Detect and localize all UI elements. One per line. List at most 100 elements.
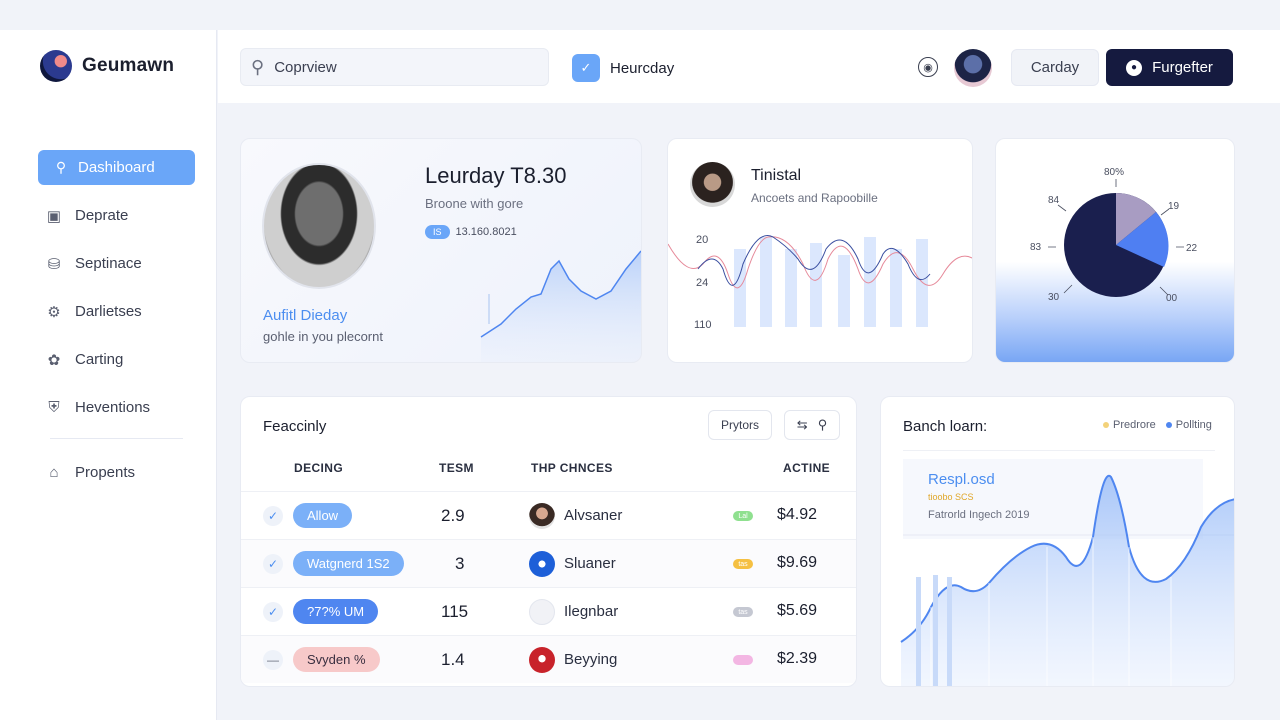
avatar	[529, 599, 555, 625]
axis-label-20: 20	[696, 234, 708, 246]
stats-title: Tinistal	[751, 167, 802, 184]
sidebar-item-heventions[interactable]: ⛨ Heventions	[38, 390, 195, 425]
sidebar-item-label: Heventions	[75, 399, 151, 416]
row-value: 1.4	[441, 650, 465, 669]
column-header[interactable]: THP CHNCES	[531, 461, 613, 475]
status-badge: ?7?% UM	[293, 599, 379, 624]
pie-label-right: 22	[1186, 243, 1198, 254]
amount: $5.69	[777, 602, 818, 619]
settings-icon: ⚙	[47, 303, 61, 321]
carday-button[interactable]: Carday	[1011, 49, 1099, 86]
area-chart	[900, 459, 1234, 686]
sidebar-item-label: Propents	[75, 464, 136, 481]
stats-bar-line-chart: 20 24 110	[668, 234, 972, 331]
sidebar-item-dashboard[interactable]: ⚲ Dashiboard	[38, 150, 195, 185]
table-row[interactable]: ✓ Watgnerd 1S2 3 Sluaner tas $9.69	[241, 539, 856, 587]
check-icon[interactable]: ✓	[263, 602, 283, 622]
row-value: 2.9	[441, 506, 465, 525]
swap-icon[interactable]: ⇆	[796, 417, 808, 432]
avatar	[529, 647, 555, 673]
user-name: Ilegnbar	[564, 603, 619, 620]
pie-label-right-bottom: 00	[1166, 293, 1178, 304]
sidebar-item-propents[interactable]: ⌂ Propents	[38, 455, 195, 490]
amount: $9.69	[777, 554, 818, 571]
avatar	[529, 551, 555, 577]
app-name: Geumawn	[82, 55, 175, 76]
table-row[interactable]: — Svyden % 1.4 Beyying $2.39	[241, 635, 856, 683]
axis-label-110: 110	[694, 319, 712, 331]
table-title: Feaccinly	[263, 418, 327, 435]
sidebar-item-darlietses[interactable]: ⚙ Darlietses	[38, 294, 195, 329]
legend-dot	[1103, 422, 1109, 428]
profile-title: Leurday T8.30	[425, 163, 567, 188]
pie-label-left-bottom: 30	[1048, 292, 1060, 303]
area-bars	[916, 575, 952, 686]
stats-subtitle: Ancoets and Rapoobille	[751, 191, 878, 205]
table-tools[interactable]: ⇆ ⚲	[784, 410, 840, 440]
sidebar-item-carting[interactable]: ✿ Carting	[38, 342, 195, 377]
check-icon[interactable]: ✓	[263, 554, 283, 574]
sidebar-item-label: Septinace	[75, 255, 142, 272]
bar	[734, 249, 746, 327]
search-icon: ⚲	[251, 56, 265, 77]
mini-badge: tas	[733, 607, 753, 617]
check-icon[interactable]: ✓	[263, 506, 283, 526]
legend-item[interactable]: Predrore	[1103, 419, 1156, 431]
primary-button[interactable]: ● Furgefter	[1106, 49, 1233, 86]
search-icon: ⚲	[55, 159, 67, 175]
user-name: Alvsaner	[564, 507, 623, 524]
column-header[interactable]: DECING	[294, 461, 344, 475]
topbar: ⚲ ✓ Heurcday ◉ Carday ● Furgefter	[218, 30, 1280, 103]
annotation-title: Respl.osd	[928, 471, 995, 488]
table-row[interactable]: ✓ Allow 2.9 Alvsaner Lal $4.92	[241, 491, 856, 539]
profile-meta-tag: IS	[425, 225, 450, 239]
legend-item[interactable]: Pollting	[1165, 419, 1212, 431]
profile-meta: IS 13.160.8021	[425, 225, 517, 239]
user-name: Sluaner	[564, 555, 616, 572]
notification-icon[interactable]: ◉	[918, 57, 938, 77]
search-input[interactable]	[274, 58, 515, 76]
column-header[interactable]: ACTINE	[783, 461, 831, 475]
minus-icon[interactable]: —	[263, 650, 283, 670]
sidebar-item-label: Darlietses	[75, 303, 142, 320]
logo-icon	[40, 50, 72, 82]
bar	[785, 249, 797, 327]
search-icon[interactable]: ⚲	[817, 417, 828, 432]
legend-label: Predrore	[1113, 419, 1156, 431]
area-chart-title: Banch loarn:	[903, 418, 988, 435]
sidebar-divider	[50, 438, 183, 439]
bar	[838, 255, 850, 327]
bar	[864, 237, 876, 327]
table-row[interactable]: ✓ ?7?% UM 115 Ilegnbar tas $5.69	[241, 587, 856, 635]
profile-caption: gohle in you plecornt	[263, 329, 383, 344]
column-header[interactable]: TESM	[439, 461, 474, 475]
bar	[760, 237, 772, 327]
tab-heurcday[interactable]: ✓ Heurcday	[572, 54, 674, 82]
profile-trend-chart	[480, 250, 641, 362]
pin-icon: ●	[1126, 59, 1143, 76]
row-value: 115	[441, 602, 469, 621]
area-chart-card: Banch loarn: Predrore Pollting	[880, 396, 1235, 687]
pie-label-left-top: 84	[1048, 195, 1060, 206]
shield-icon: ⛨	[48, 399, 60, 416]
stats-line-primary	[697, 235, 931, 286]
trend-line	[480, 250, 641, 338]
annotation-caption: Fatrorld Ingech 2019	[928, 509, 1030, 521]
user-avatar[interactable]	[954, 49, 992, 87]
profile-photo	[262, 163, 376, 289]
profile-subtitle: Broone with gore	[425, 196, 524, 211]
search-box[interactable]: ⚲	[240, 48, 549, 86]
chart-icon: ✓	[572, 54, 600, 82]
building-icon: ▣	[46, 207, 62, 225]
status-badge: Svyden %	[293, 647, 380, 672]
pie-label-top: 80%	[1104, 167, 1124, 178]
profile-name[interactable]: Aufitl Dieday	[263, 307, 348, 324]
filter-button[interactable]: Prytors	[708, 410, 772, 440]
annotation-subtitle: tioobo SCS	[928, 492, 974, 502]
sidebar-item-septinace[interactable]: ⛁ Septinace	[38, 246, 195, 281]
amount: $4.92	[777, 506, 818, 523]
profile-meta-value: 13.160.8021	[455, 226, 517, 238]
sidebar-item-deprate[interactable]: ▣ Deprate	[38, 198, 195, 233]
app-logo[interactable]: Geumawn	[40, 50, 174, 82]
bar	[810, 243, 822, 327]
